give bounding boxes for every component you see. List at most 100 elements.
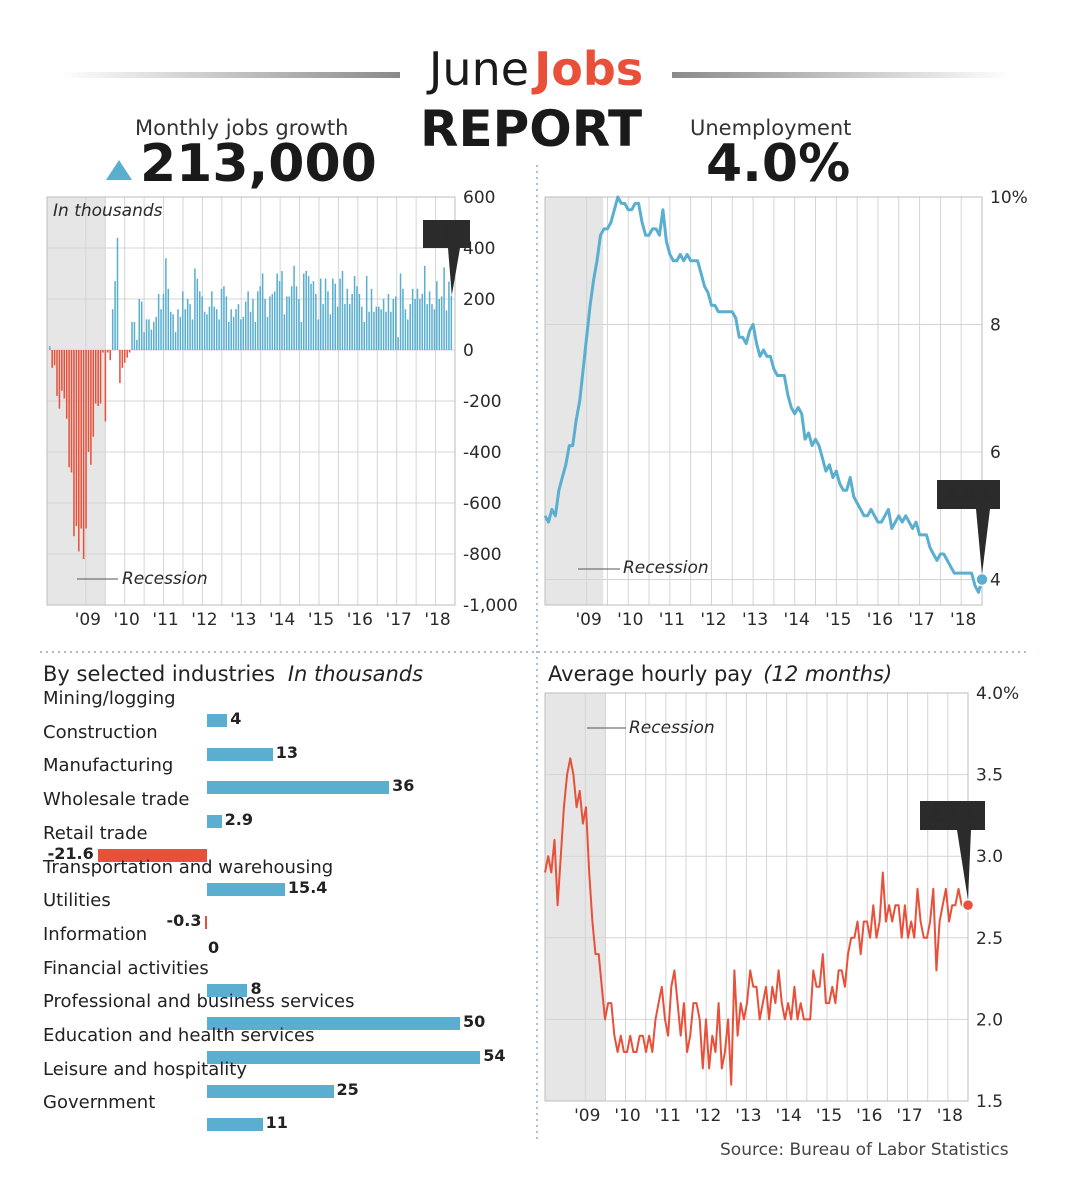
industry-bar: [207, 1084, 334, 1098]
jobs-bar: [368, 311, 370, 350]
unemp-y-tick-label: 4: [990, 571, 1001, 591]
jobs-bar: [290, 286, 293, 350]
jobs-bar: [273, 291, 276, 350]
jobs-y-tick-label: -400: [463, 443, 502, 463]
jobs-bar: [438, 299, 441, 350]
jobs-bar: [70, 350, 73, 473]
jobs-x-tick-label: '18: [424, 610, 450, 630]
industries-subtitle: In thousands: [287, 662, 424, 686]
jobs-bar: [186, 299, 189, 350]
jobs-bar: [87, 350, 90, 452]
jobs-bar: [116, 237, 119, 350]
pay-x-tick-label: '09: [574, 1106, 600, 1126]
jobs-y-tick-label: 400: [463, 239, 495, 259]
jobs-bar: [169, 311, 172, 350]
jobs-bar: [402, 288, 404, 350]
jobs-bar: [90, 350, 92, 465]
unemp-x-tick-label: '12: [700, 610, 726, 630]
unemp-callout-text: 4.0%: [945, 485, 992, 505]
jobs-bar: [411, 288, 414, 350]
industry-label: Transportation and warehousing: [43, 856, 334, 878]
pay-x-tick-label: '15: [816, 1106, 842, 1126]
industry-bar: [207, 1118, 263, 1132]
jobs-bar: [184, 309, 186, 350]
jobs-bar: [189, 304, 191, 350]
jobs-bar: [97, 350, 99, 407]
jobs-bar: [109, 350, 111, 361]
industry-value: 4: [230, 709, 242, 728]
industry-label: Mining/logging: [43, 688, 176, 709]
jobs-bar: [346, 288, 349, 350]
jobs-bar: [300, 321, 303, 350]
jobs-bar: [136, 339, 138, 350]
title-jobs: Jobs: [534, 42, 644, 96]
pay-recession-band: [545, 693, 606, 1101]
jobs-bar: [237, 304, 240, 350]
pay-y-tick-label: 4.0%: [976, 684, 1019, 704]
jobs-bar: [259, 286, 261, 350]
jobs-bar: [65, 350, 68, 419]
pay-y-tick-label: 2.0: [976, 1010, 1003, 1030]
jobs-bar: [440, 296, 443, 350]
jobs-bar: [119, 350, 121, 384]
jobs-bar: [295, 286, 298, 350]
jobs-bar: [145, 319, 148, 350]
industry-label: Government: [43, 1092, 156, 1114]
jobs-bar: [244, 301, 247, 350]
unemp-last-point: [975, 572, 989, 587]
jobs-x-tick-label: '17: [386, 610, 412, 630]
jobs-bar: [223, 286, 225, 350]
industry-label: Construction: [43, 721, 158, 743]
jobs-y-tick-label: 0: [463, 341, 474, 361]
jobs-bar: [283, 314, 286, 350]
jobs-bar: [157, 293, 160, 350]
unemp-callout-pointer: [976, 509, 990, 575]
jobs-bar: [431, 304, 433, 350]
jobs-recession-label: Recession: [122, 569, 208, 589]
unemp-recession-band: [545, 197, 604, 605]
unemp-x-tick-label: '13: [742, 610, 768, 630]
jobs-bar: [252, 299, 254, 350]
jobs-bar: [182, 291, 184, 350]
jobs-bar: [334, 283, 336, 350]
jobs-bar: [63, 350, 66, 399]
industry-label: Utilities: [43, 890, 111, 912]
title-report: REPORT: [420, 100, 643, 158]
industry-label: Professional and business services: [43, 991, 355, 1013]
industry-bar: [97, 848, 207, 862]
header-rule-left: [60, 72, 400, 78]
pay-last-point: [961, 898, 975, 912]
jobs-bar: [138, 299, 141, 350]
jobs-bar: [213, 306, 216, 350]
jobs-bar: [51, 350, 53, 368]
jobs-frame: [46, 196, 456, 606]
jobs-bar: [353, 276, 356, 350]
pay-line: [544, 757, 968, 1086]
jobs-bar: [341, 270, 344, 350]
page-title: June Jobs: [400, 42, 672, 96]
jobs-bar: [436, 281, 438, 350]
industry-label: Education and health services: [43, 1025, 315, 1046]
unemployment-value: 4.0%: [706, 134, 851, 194]
jobs-bar: [264, 299, 266, 350]
jobs-bar: [68, 350, 70, 468]
industries-title: By selected industries In thousands: [43, 662, 423, 686]
jobs-bar: [332, 278, 334, 350]
jobs-bar: [242, 316, 245, 350]
jobs-bar: [191, 319, 194, 350]
jobs-bar: [327, 291, 329, 350]
jobs-x-tick-label: '12: [191, 610, 217, 630]
pay-x-tick-label: '16: [856, 1106, 882, 1126]
jobs-bar: [329, 314, 332, 350]
jobs-bar: [269, 296, 271, 350]
industry-value: 13: [275, 742, 299, 762]
jobs-bar: [78, 350, 80, 552]
jobs-bar: [94, 350, 97, 404]
jobs-y-tick-label: -200: [463, 392, 502, 412]
jobs-callout-pointer: [448, 248, 460, 296]
jobs-bar: [254, 321, 257, 350]
jobs-bar: [380, 309, 382, 350]
jobs-bar: [426, 304, 428, 350]
industry-label: Retail trade: [43, 822, 148, 844]
jobs-bar: [206, 314, 208, 350]
